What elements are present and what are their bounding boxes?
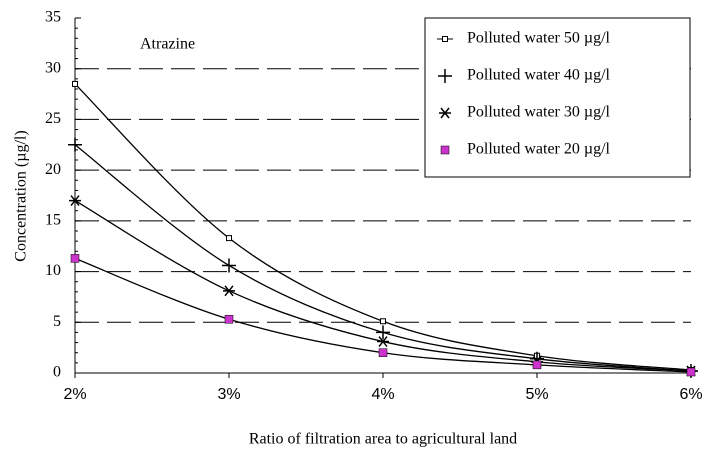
series-line bbox=[74, 83, 692, 371]
x-tick-label: 4% bbox=[371, 386, 394, 403]
y-tick-label: 10 bbox=[45, 262, 61, 279]
legend-box bbox=[424, 17, 691, 178]
data-point bbox=[69, 195, 81, 207]
data-point bbox=[226, 235, 232, 242]
y-tick-label: 30 bbox=[45, 59, 61, 76]
legend-label: Polluted water 30 µg/l bbox=[467, 104, 611, 121]
x-axis-label: Ratio of filtration area to agricultural… bbox=[249, 431, 517, 448]
legend-label: Polluted water 50 µg/l bbox=[467, 30, 611, 47]
data-point bbox=[72, 80, 78, 87]
data-point bbox=[378, 348, 388, 357]
series-line bbox=[74, 200, 692, 372]
legend-marker bbox=[439, 107, 451, 119]
legend-marker bbox=[438, 69, 452, 83]
legend-marker bbox=[440, 145, 450, 155]
data-point bbox=[532, 360, 542, 370]
data-point bbox=[70, 254, 80, 263]
x-tick-label: 3% bbox=[217, 386, 240, 403]
x-tick-label: 6% bbox=[679, 386, 702, 403]
x-tick-label: 5% bbox=[525, 386, 548, 403]
y-tick-label: 15 bbox=[45, 212, 61, 229]
data-point bbox=[686, 367, 696, 377]
y-tick-label: 20 bbox=[45, 161, 61, 178]
data-point bbox=[376, 325, 390, 340]
legend-marker bbox=[442, 36, 448, 42]
y-tick-label: 35 bbox=[45, 9, 61, 26]
annotation: Atrazine bbox=[140, 36, 195, 53]
data-point bbox=[224, 314, 234, 324]
y-axis-label: Concentration (µg/l) bbox=[13, 130, 30, 261]
data-point bbox=[380, 318, 386, 325]
legend-label: Polluted water 40 µg/l bbox=[467, 67, 611, 84]
legend-label: Polluted water 20 µg/l bbox=[467, 141, 611, 158]
y-tick-label: 5 bbox=[53, 313, 61, 330]
y-tick-label: 25 bbox=[45, 110, 61, 127]
x-tick-label: 2% bbox=[63, 386, 86, 403]
data-point bbox=[223, 285, 235, 297]
data-point bbox=[377, 336, 389, 348]
data-point bbox=[68, 137, 82, 152]
data-point bbox=[222, 258, 236, 273]
y-tick-label: 0 bbox=[53, 364, 61, 381]
